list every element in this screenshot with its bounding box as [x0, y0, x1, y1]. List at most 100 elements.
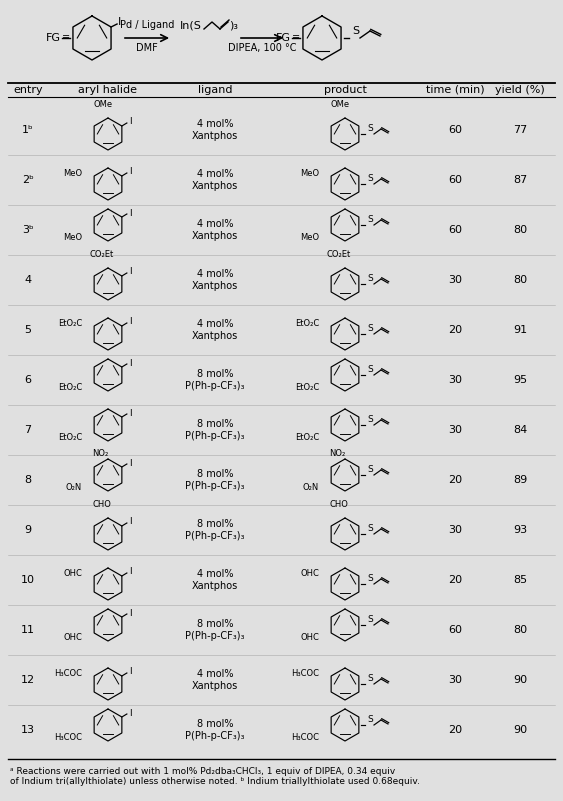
Text: CHO: CHO	[92, 500, 111, 509]
Text: 8 mol%
P(Ph-p-CF₃)₃: 8 mol% P(Ph-p-CF₃)₃	[185, 619, 245, 641]
Text: OHC: OHC	[63, 633, 82, 642]
Text: EtO₂C: EtO₂C	[58, 433, 82, 441]
Text: 4 mol%
Xantphos: 4 mol% Xantphos	[192, 269, 238, 291]
Text: I: I	[129, 609, 132, 618]
Text: 60: 60	[448, 625, 462, 635]
Text: In(S: In(S	[180, 20, 202, 30]
Text: EtO₂C: EtO₂C	[295, 320, 319, 328]
Text: 2ᵇ: 2ᵇ	[22, 175, 34, 185]
Text: 87: 87	[513, 175, 527, 185]
Text: ᵃ Reactions were carried out with 1 mol% Pd₂dba₃CHCl₃, 1 equiv of DIPEA, 0.34 eq: ᵃ Reactions were carried out with 1 mol%…	[10, 767, 420, 787]
Text: EtO₂C: EtO₂C	[58, 320, 82, 328]
Text: S: S	[367, 215, 373, 224]
Text: 4 mol%
Xantphos: 4 mol% Xantphos	[192, 119, 238, 141]
Text: 93: 93	[513, 525, 527, 535]
Text: 95: 95	[513, 375, 527, 385]
Text: FG: FG	[276, 33, 291, 43]
Text: DIPEA, 100 °C: DIPEA, 100 °C	[228, 43, 296, 53]
Text: H₃COC: H₃COC	[54, 670, 82, 678]
Text: S: S	[367, 465, 373, 474]
Text: I: I	[129, 118, 132, 127]
Text: H₃COC: H₃COC	[54, 732, 82, 742]
Text: S: S	[367, 124, 373, 133]
Text: I: I	[129, 517, 132, 526]
Text: 6: 6	[25, 375, 32, 385]
Text: H₃COC: H₃COC	[291, 670, 319, 678]
Text: MeO: MeO	[63, 232, 82, 241]
Text: S: S	[367, 674, 373, 683]
Text: I: I	[129, 709, 132, 718]
Text: 90: 90	[513, 675, 527, 685]
Text: 20: 20	[448, 575, 462, 585]
Text: 4 mol%
Xantphos: 4 mol% Xantphos	[192, 570, 238, 591]
Text: FG: FG	[46, 33, 61, 43]
Text: 4 mol%
Xantphos: 4 mol% Xantphos	[192, 169, 238, 191]
Text: 30: 30	[448, 675, 462, 685]
Text: 30: 30	[448, 425, 462, 435]
Text: O₂N: O₂N	[303, 482, 319, 492]
Text: OHC: OHC	[300, 633, 319, 642]
Text: S: S	[367, 415, 373, 424]
Text: 77: 77	[513, 125, 527, 135]
Text: 11: 11	[21, 625, 35, 635]
Text: 8 mol%
P(Ph-p-CF₃)₃: 8 mol% P(Ph-p-CF₃)₃	[185, 519, 245, 541]
Text: 12: 12	[21, 675, 35, 685]
Text: EtO₂C: EtO₂C	[295, 433, 319, 441]
Text: DMF: DMF	[136, 43, 158, 53]
Text: 8: 8	[24, 475, 32, 485]
Text: S: S	[367, 174, 373, 183]
Text: I: I	[129, 268, 132, 276]
Text: NO₂: NO₂	[92, 449, 108, 458]
Text: EtO₂C: EtO₂C	[58, 383, 82, 392]
Text: 4 mol%
Xantphos: 4 mol% Xantphos	[192, 669, 238, 690]
Text: 8 mol%
P(Ph-p-CF₃)₃: 8 mol% P(Ph-p-CF₃)₃	[185, 419, 245, 441]
Text: I: I	[129, 317, 132, 327]
Text: NO₂: NO₂	[329, 449, 345, 458]
Text: OHC: OHC	[63, 570, 82, 578]
Text: CHO: CHO	[329, 500, 348, 509]
Text: 8 mol%
P(Ph-p-CF₃)₃: 8 mol% P(Ph-p-CF₃)₃	[185, 469, 245, 491]
Text: 30: 30	[448, 525, 462, 535]
Text: EtO₂C: EtO₂C	[295, 383, 319, 392]
Text: 9: 9	[24, 525, 32, 535]
Text: 80: 80	[513, 225, 527, 235]
Text: S: S	[367, 365, 373, 374]
Text: 20: 20	[448, 325, 462, 335]
Text: 3ᵇ: 3ᵇ	[22, 225, 34, 235]
Text: I: I	[129, 458, 132, 468]
Text: S: S	[367, 615, 373, 624]
Text: MeO: MeO	[300, 170, 319, 179]
Text: S: S	[352, 26, 359, 36]
Text: =: =	[292, 32, 300, 42]
Text: 90: 90	[513, 725, 527, 735]
Text: 60: 60	[448, 175, 462, 185]
Text: I: I	[129, 667, 132, 677]
Text: S: S	[367, 574, 373, 583]
Text: 89: 89	[513, 475, 527, 485]
Text: 5: 5	[25, 325, 32, 335]
Text: product: product	[324, 85, 367, 95]
Text: 4 mol%
Xantphos: 4 mol% Xantphos	[192, 219, 238, 241]
Text: 8 mol%
P(Ph-p-CF₃)₃: 8 mol% P(Ph-p-CF₃)₃	[185, 369, 245, 391]
Text: 4 mol%
Xantphos: 4 mol% Xantphos	[192, 320, 238, 340]
Text: S: S	[367, 324, 373, 333]
Text: I: I	[129, 567, 132, 577]
Text: I: I	[129, 409, 132, 417]
Text: OMe: OMe	[93, 100, 113, 109]
Text: H₃COC: H₃COC	[291, 732, 319, 742]
Text: aryl halide: aryl halide	[78, 85, 137, 95]
Text: )₃: )₃	[229, 20, 238, 30]
Text: =: =	[62, 32, 70, 42]
Text: 30: 30	[448, 375, 462, 385]
Text: 80: 80	[513, 275, 527, 285]
Text: 7: 7	[24, 425, 32, 435]
Text: OHC: OHC	[300, 570, 319, 578]
Text: MeO: MeO	[300, 232, 319, 241]
Text: S: S	[367, 274, 373, 283]
Text: CO₂Et: CO₂Et	[90, 250, 114, 259]
Text: 4: 4	[24, 275, 32, 285]
Text: CO₂Et: CO₂Et	[327, 250, 351, 259]
Text: time (min): time (min)	[426, 85, 484, 95]
Text: I: I	[118, 17, 120, 27]
Text: 91: 91	[513, 325, 527, 335]
